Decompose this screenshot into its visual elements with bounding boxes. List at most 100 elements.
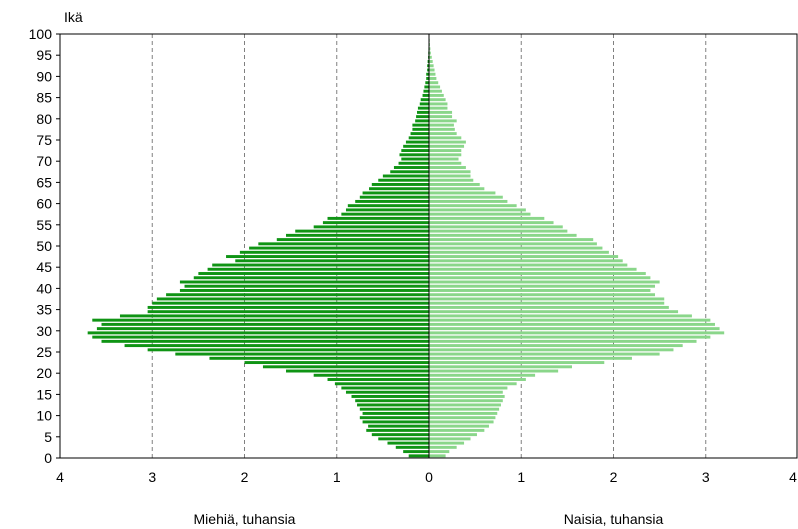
y-tick-label: 90 [36, 68, 52, 84]
female-bar-age-67 [429, 170, 471, 174]
female-bars [429, 34, 725, 458]
male-bar-age-37 [156, 297, 430, 301]
male-bar-age-69 [398, 161, 429, 165]
female-bar-age-7 [429, 424, 489, 428]
female-bar-age-35 [429, 305, 669, 309]
female-bar-age-55 [429, 221, 554, 225]
male-bars [87, 34, 430, 458]
female-bar-age-37 [429, 297, 665, 301]
x-tick-label: 4 [789, 469, 797, 485]
male-bar-age-24 [175, 352, 429, 356]
male-bar-age-84 [420, 98, 429, 102]
male-bar-age-35 [147, 305, 429, 309]
female-bar-age-73 [429, 144, 465, 148]
male-bar-age-88 [425, 81, 429, 85]
male-bar-age-52 [286, 233, 429, 237]
female-bar-age-92 [429, 64, 434, 68]
male-bar-age-48 [239, 250, 429, 254]
y-tick-label: 40 [36, 280, 52, 296]
female-bar-age-6 [429, 428, 485, 432]
female-bar-age-47 [429, 255, 619, 259]
female-bar-age-52 [429, 233, 577, 237]
y-tick-label: 35 [36, 302, 52, 318]
female-bar-age-5 [429, 433, 477, 437]
y-tick-label: 85 [36, 90, 52, 106]
female-bar-age-53 [429, 229, 568, 233]
x-tick-label: 2 [241, 469, 249, 485]
male-bar-age-82 [417, 106, 429, 110]
female-bar-age-45 [429, 263, 628, 267]
female-bar-age-95 [429, 51, 431, 55]
female-bar-age-2 [429, 445, 457, 449]
male-bar-age-64 [371, 183, 429, 186]
y-tick-label: 100 [29, 26, 53, 42]
female-bar-age-79 [429, 119, 457, 123]
male-bar-age-78 [412, 123, 429, 127]
female-bar-age-85 [429, 93, 444, 97]
female-bar-age-90 [429, 72, 436, 76]
female-bar-age-91 [429, 68, 435, 72]
female-bar-age-65 [429, 178, 474, 182]
male-bar-age-90 [426, 72, 429, 76]
female-bar-age-58 [429, 208, 526, 212]
female-bar-age-71 [429, 153, 462, 157]
female-bar-age-86 [429, 89, 442, 93]
male-bar-age-79 [415, 119, 429, 123]
female-bar-age-88 [429, 81, 439, 85]
male-bar-age-63 [369, 187, 429, 191]
female-bar-age-11 [429, 407, 500, 411]
male-bar-age-77 [412, 127, 429, 131]
male-bar-age-44 [207, 267, 429, 271]
female-bar-age-30 [429, 327, 720, 331]
female-bar-age-70 [429, 157, 459, 161]
female-bar-age-64 [429, 183, 480, 186]
male-bar-age-93 [427, 60, 429, 63]
male-bar-age-55 [322, 221, 429, 225]
female-bar-age-68 [429, 166, 466, 169]
y-tick-label: 50 [36, 238, 52, 254]
x-tick-label: 1 [333, 469, 341, 485]
grid-lines [151, 34, 707, 458]
female-bar-age-46 [429, 259, 623, 263]
female-bar-age-1 [429, 450, 450, 454]
female-bar-age-25 [429, 348, 674, 352]
male-bar-age-8 [362, 420, 429, 424]
female-bar-age-15 [429, 390, 503, 394]
male-bar-age-72 [401, 149, 429, 153]
female-bar-age-51 [429, 238, 594, 242]
female-bar-age-96 [429, 47, 431, 51]
male-bar-age-42 [193, 276, 429, 280]
male-bar-age-2 [395, 445, 429, 449]
female-bar-age-89 [429, 77, 437, 80]
male-bar-age-62 [362, 191, 429, 195]
male-bar-age-91 [427, 68, 429, 72]
male-bar-age-58 [345, 208, 429, 212]
male-bar-age-26 [124, 344, 429, 348]
male-bar-age-28 [92, 335, 429, 339]
male-bar-age-32 [92, 318, 429, 322]
male-bar-age-38 [166, 293, 429, 297]
male-axis-label: Miehiä, tuhansia [194, 511, 296, 527]
female-bar-age-4 [429, 437, 471, 441]
y-tick-label: 5 [44, 429, 52, 445]
male-bar-age-21 [262, 365, 429, 369]
y-tick-label: 55 [36, 217, 52, 233]
male-bar-age-85 [422, 93, 429, 97]
female-bar-age-23 [429, 356, 632, 360]
male-bar-age-53 [295, 229, 429, 233]
female-bar-age-78 [429, 123, 454, 127]
male-bar-age-50 [258, 242, 429, 246]
male-bar-age-16 [341, 386, 429, 390]
y-tick-label: 65 [36, 174, 52, 190]
female-bar-age-21 [429, 365, 572, 369]
male-bar-age-66 [382, 174, 429, 178]
male-bar-age-47 [226, 255, 429, 259]
female-bar-age-60 [429, 199, 508, 203]
female-bar-age-93 [429, 60, 433, 63]
male-bar-age-12 [357, 403, 429, 407]
female-bar-age-38 [429, 293, 656, 297]
male-bar-age-51 [276, 238, 429, 242]
male-bar-age-20 [286, 369, 429, 373]
female-bar-age-48 [429, 250, 609, 254]
female-bar-age-57 [429, 212, 531, 216]
